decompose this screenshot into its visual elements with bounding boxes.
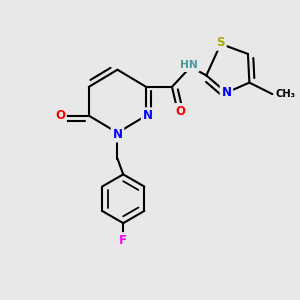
Text: HN: HN <box>180 60 198 70</box>
Text: S: S <box>217 36 225 49</box>
Text: CH₃: CH₃ <box>275 89 295 99</box>
Text: O: O <box>55 109 65 122</box>
Text: O: O <box>176 105 186 118</box>
Text: N: N <box>221 86 231 99</box>
Text: N: N <box>142 109 153 122</box>
Text: N: N <box>112 128 122 141</box>
Text: F: F <box>119 234 127 247</box>
